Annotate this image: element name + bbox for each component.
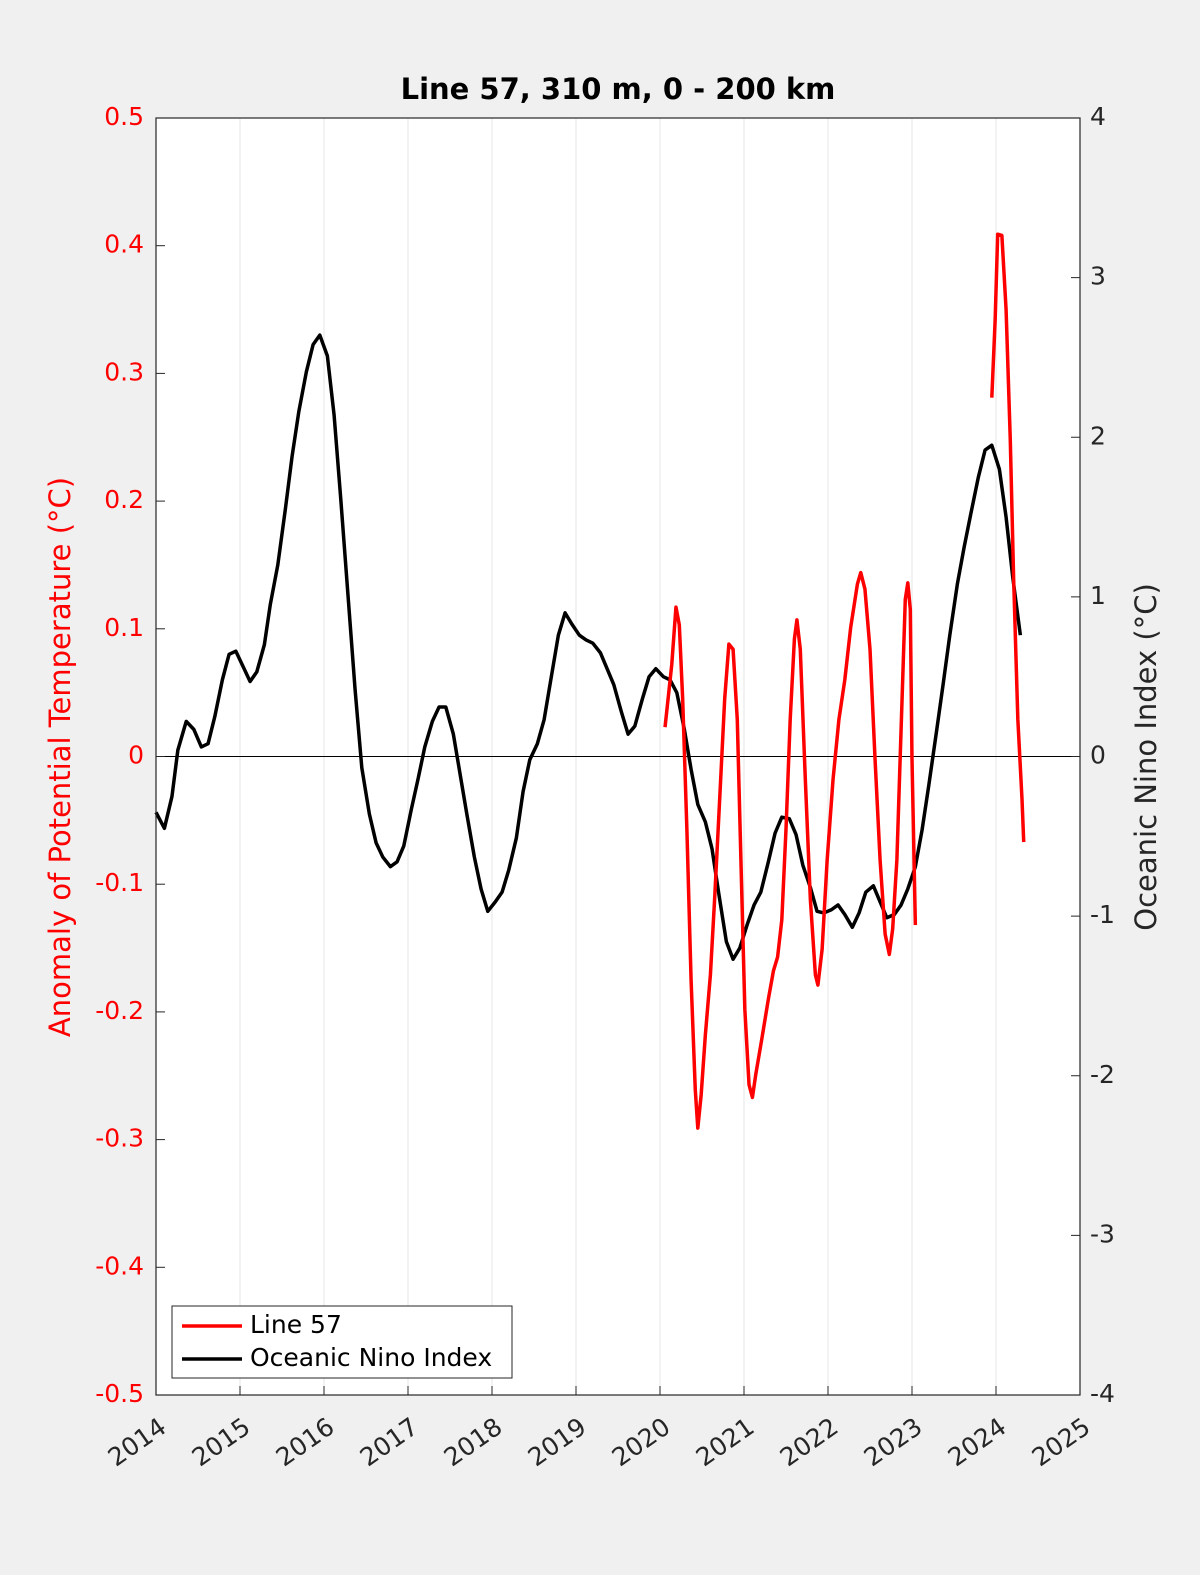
y-tick-label: -0.2 [95,996,144,1025]
x-tick-label: 2020 [607,1412,676,1472]
y-tick-label: 0.5 [104,102,144,131]
y-axis-label: Anomaly of Potential Temperature (°C) [43,477,77,1037]
x-tick-label: 2014 [103,1412,172,1472]
y-tick-label: 0.1 [104,613,144,642]
y2-tick-label: 3 [1090,262,1106,291]
y2-tick-label: 4 [1090,102,1106,131]
chart-title: Line 57, 310 m, 0 - 200 km [401,72,836,106]
y2-tick-label: -1 [1090,900,1115,929]
series-line [663,232,1026,1130]
y-tick-label: 0 [128,741,144,770]
y-tick-label: -0.4 [95,1251,144,1280]
x-tick-label: 2016 [271,1412,340,1472]
y2-tick-label: 2 [1090,421,1106,450]
legend-label: Line 57 [250,1310,342,1339]
x-tick-label: 2019 [523,1412,592,1472]
x-tick-label: 2015 [187,1412,256,1472]
y2-tick-label: 1 [1090,581,1106,610]
x-tick-label: 2021 [691,1412,760,1472]
y2-tick-label: -2 [1090,1060,1115,1089]
y-tick-label: -0.5 [95,1379,144,1408]
legend-label: Oceanic Nino Index [250,1343,492,1372]
y-tick-label: -0.1 [95,868,144,897]
y2-tick-label: -4 [1090,1379,1115,1408]
y2-axis-label: Oceanic Nino Index (°C) [1129,583,1163,931]
x-tick-label: 2024 [943,1412,1012,1472]
x-tick-label: 2023 [859,1412,928,1472]
x-tick-label: 2025 [1027,1412,1096,1472]
y-tick-label: 0.4 [104,230,144,259]
plot-layer [154,118,1081,1395]
series-line [154,333,1023,961]
y2-tick-label: 0 [1090,741,1106,770]
x-tick-label: 2018 [439,1412,508,1472]
y-tick-label: 0.2 [104,485,144,514]
y2-tick-label: -3 [1090,1219,1115,1248]
y-tick-label: 0.3 [104,357,144,386]
x-tick-label: 2022 [775,1412,844,1472]
y-tick-label: -0.3 [95,1124,144,1153]
legend-box [171,1305,513,1379]
x-tick-label: 2017 [355,1412,424,1472]
